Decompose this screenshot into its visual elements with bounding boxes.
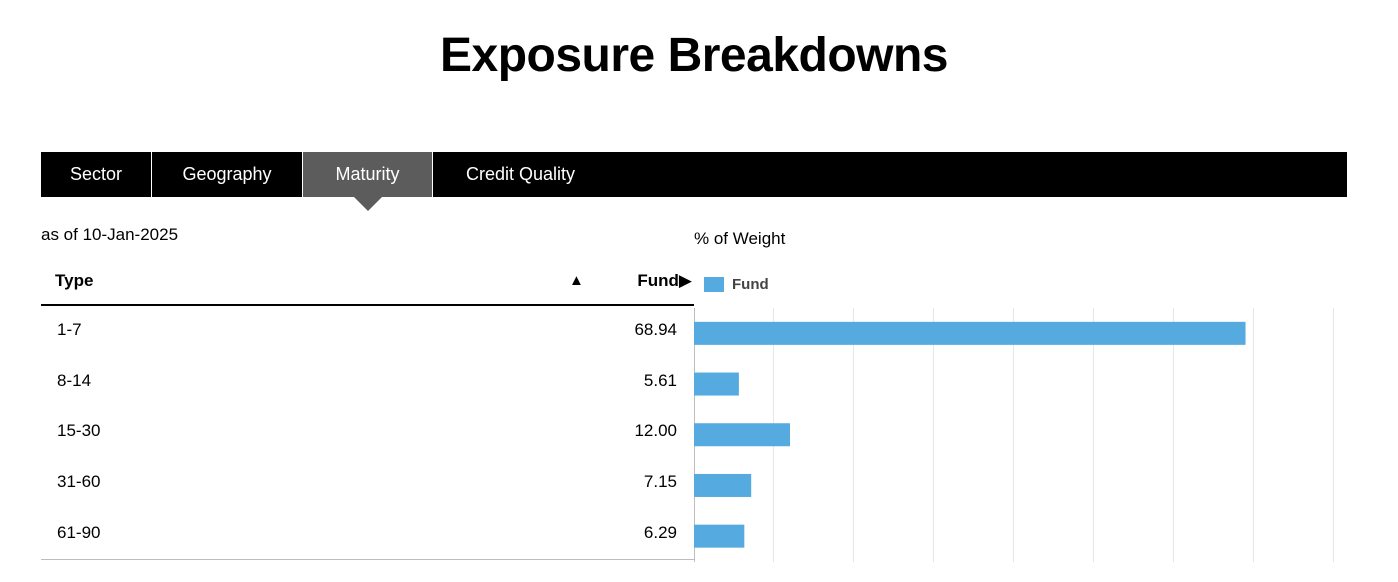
- tab-bar: Sector Geography Maturity Credit Quality: [41, 152, 1347, 211]
- active-tab-caret-icon: [353, 197, 382, 211]
- chart-axis-label: % of Weight: [694, 229, 786, 248]
- row-type: 31-60: [57, 472, 101, 492]
- tab-credit-quality[interactable]: Credit Quality: [465, 164, 576, 184]
- row-type: 8-14: [57, 370, 92, 390]
- table-row: 61-90 6.29: [41, 509, 694, 561]
- row-fund-value: 5.61: [643, 370, 677, 390]
- bar-8-14[interactable]: [694, 372, 739, 396]
- table-row: 15-30 12.00: [41, 407, 694, 458]
- bar-31-60[interactable]: [694, 473, 752, 497]
- tab-geography[interactable]: Geography: [152, 152, 303, 197]
- bar-1-7[interactable]: [694, 321, 1246, 345]
- table-row: 1-7 68.94: [41, 306, 694, 357]
- bar-15-30[interactable]: [694, 423, 790, 447]
- row-type: 61-90: [57, 522, 101, 542]
- row-type: 1-7: [57, 320, 82, 339]
- row-fund-value: 7.15: [643, 472, 677, 492]
- row-fund-value: 12.00: [634, 421, 677, 441]
- tab-maturity-label: Maturity: [335, 164, 400, 184]
- bar-61-90[interactable]: [694, 524, 745, 548]
- maturity-table: Type ▲ Fund▶ 1-7 68.94 8-14 5.61 15-30 1…: [41, 258, 694, 561]
- page-title: Exposure Breakdowns: [440, 29, 949, 82]
- row-type: 15-30: [57, 421, 101, 441]
- table-row: 8-14 5.61: [41, 357, 694, 408]
- chart-legend[interactable]: Fund: [704, 276, 769, 293]
- as-of-date: as of 10-Jan-2025: [41, 225, 179, 244]
- tab-sector[interactable]: Sector: [41, 152, 152, 197]
- table-header: Type ▲ Fund▶: [41, 258, 694, 306]
- column-header-fund[interactable]: Fund▶: [637, 271, 692, 290]
- sort-ascending-icon[interactable]: ▲: [569, 272, 584, 289]
- legend-label: Fund: [732, 276, 769, 293]
- row-fund-value: 68.94: [634, 320, 677, 339]
- legend-swatch: [704, 277, 724, 292]
- tab-maturity[interactable]: Maturity: [303, 152, 433, 211]
- maturity-bar-chart: [694, 308, 1334, 562]
- column-header-type[interactable]: Type: [55, 271, 94, 290]
- row-fund-value: 6.29: [643, 522, 677, 542]
- table-row: 31-60 7.15: [41, 458, 694, 509]
